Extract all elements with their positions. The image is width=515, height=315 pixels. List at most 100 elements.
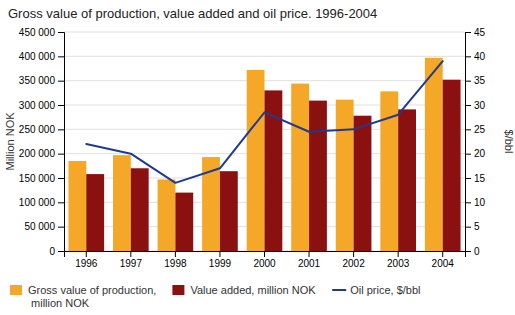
tick-label: 150 000 xyxy=(19,173,56,184)
y2-axis: 051015202530354045 xyxy=(465,27,486,257)
tick-mark xyxy=(58,251,64,252)
bar xyxy=(175,193,193,251)
bar xyxy=(443,80,461,251)
tick-label: 250 000 xyxy=(19,124,56,135)
tick-mark xyxy=(58,202,64,203)
legend-swatch xyxy=(172,285,184,295)
tick: 200 000 xyxy=(19,148,64,159)
tick: 100 000 xyxy=(19,197,64,208)
legend-label-line: Gross value of production, xyxy=(28,284,156,296)
bar xyxy=(336,100,354,251)
tick: 1999 xyxy=(209,251,232,269)
grid-line xyxy=(64,56,465,57)
axis-line xyxy=(58,33,65,252)
tick-mark xyxy=(309,251,310,257)
tick-mark xyxy=(58,178,64,179)
tick-label: 50 000 xyxy=(24,221,55,232)
tick: 2001 xyxy=(298,251,321,269)
tick-label: 450 000 xyxy=(19,27,56,38)
tick-mark xyxy=(465,81,471,82)
tick: 10 xyxy=(465,197,486,208)
tick-mark xyxy=(58,227,64,228)
tick-mark xyxy=(465,32,471,33)
legend-label: Oil price, $/bbl xyxy=(350,284,420,296)
line xyxy=(86,61,442,183)
bar xyxy=(86,174,104,251)
legend-label-line: million NOK xyxy=(28,297,90,309)
tick-mark xyxy=(465,56,471,57)
legend: Gross value of production, million NOK Va… xyxy=(10,284,421,309)
tick: 400 000 xyxy=(19,51,64,62)
tick-mark xyxy=(465,227,471,228)
tick-mark xyxy=(130,251,131,257)
tick: 50 000 xyxy=(24,221,64,232)
title: Gross value of production, value added a… xyxy=(8,6,377,21)
tick: 0 xyxy=(49,246,64,257)
tick: 300 000 xyxy=(19,100,64,111)
bar xyxy=(354,116,372,251)
tick: 0 xyxy=(465,246,480,257)
legend-swatch xyxy=(332,289,346,291)
tick-label: 300 000 xyxy=(19,100,56,111)
tick-label: 25 xyxy=(474,124,486,135)
y-axis-title: Million NOK xyxy=(4,112,16,171)
tick-mark xyxy=(175,251,176,257)
tick: 20 xyxy=(465,148,486,159)
bar xyxy=(309,101,327,251)
tick: 2002 xyxy=(342,251,365,269)
tick-label: 5 xyxy=(474,221,480,232)
tick-label: 2004 xyxy=(432,258,455,269)
tick-mark xyxy=(58,154,64,155)
tick-mark xyxy=(465,129,471,130)
tick: 250 000 xyxy=(19,124,64,135)
plot: 199619971998199920002001200220032004050 … xyxy=(19,27,486,269)
grid xyxy=(64,32,465,251)
tick: 1998 xyxy=(164,251,187,269)
tick-mark xyxy=(58,56,64,57)
grid-line xyxy=(64,32,465,33)
bar xyxy=(113,155,131,251)
tick-mark xyxy=(58,129,64,130)
tick-label: 45 xyxy=(474,27,486,38)
tick: 2000 xyxy=(253,251,276,269)
tick: 150 000 xyxy=(19,173,64,184)
tick: 40 xyxy=(465,51,486,62)
tick: 450 000 xyxy=(19,27,64,38)
tick-mark xyxy=(58,81,64,82)
tick-label: 1999 xyxy=(209,258,232,269)
chart: 199619971998199920002001200220032004050 … xyxy=(0,0,515,315)
tick-label: 1997 xyxy=(120,258,143,269)
tick-mark xyxy=(465,202,471,203)
tick-label: 0 xyxy=(49,246,55,257)
tick-label: 15 xyxy=(474,173,486,184)
tick-label: 1998 xyxy=(164,258,187,269)
tick-label: 20 xyxy=(474,148,486,159)
legend-item: Gross value of production, million NOK xyxy=(10,284,156,309)
tick-mark xyxy=(465,105,471,106)
bar-series xyxy=(68,58,442,251)
legend-item: Value added, million NOK xyxy=(172,284,316,296)
tick-label: 350 000 xyxy=(19,75,56,86)
tick-label: 2000 xyxy=(253,258,276,269)
tick: 1997 xyxy=(120,251,143,269)
tick-mark xyxy=(465,154,471,155)
tick: 1996 xyxy=(75,251,98,269)
tick-label: 10 xyxy=(474,197,486,208)
tick: 30 xyxy=(465,100,486,111)
bar xyxy=(158,179,176,251)
y-axis: 0 50 000 100 000 150 000 200 000 250 000 300 0… xyxy=(19,27,65,257)
tick-mark xyxy=(465,251,471,252)
tick-label: 2002 xyxy=(342,258,365,269)
tick: 5 xyxy=(465,221,480,232)
tick: 2003 xyxy=(387,251,410,269)
tick-mark xyxy=(353,251,354,257)
tick-label: 40 xyxy=(474,51,486,62)
legend-label-line: Value added, million NOK xyxy=(190,284,316,296)
bar xyxy=(131,168,149,251)
tick: 25 xyxy=(465,124,486,135)
legend-swatch xyxy=(10,285,22,295)
legend-item: Oil price, $/bbl xyxy=(332,284,420,296)
tick-label: 30 xyxy=(474,100,486,111)
legend-label-line: Oil price, $/bbl xyxy=(350,284,420,296)
marks xyxy=(68,58,460,251)
